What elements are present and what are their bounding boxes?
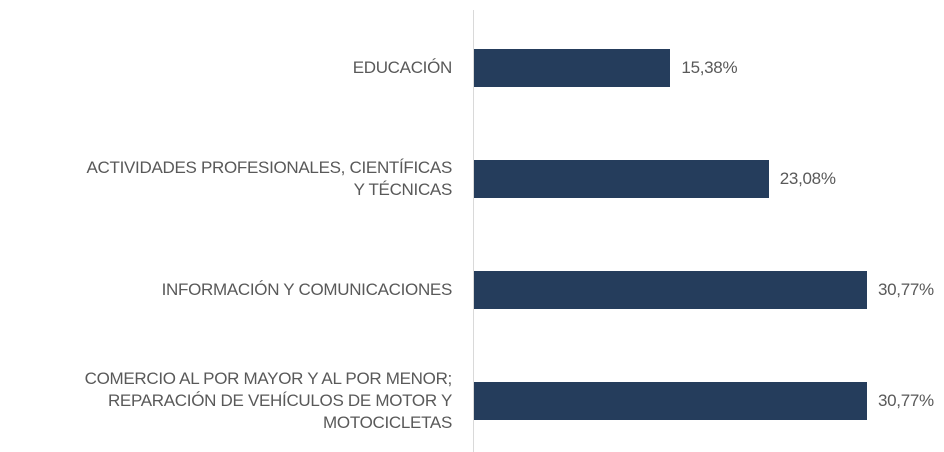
bar [474,159,769,198]
value-label: 23,08% [779,168,836,188]
category-label: EDUCACIÓN [352,57,453,77]
bar [474,270,867,309]
axis-line [473,10,474,452]
category-label: ACTIVIDADES PROFESIONALES, CIENTÍFICAS Y… [86,157,452,199]
value-label: 30,77% [878,390,934,410]
category-label: COMERCIO AL POR MAYOR Y AL POR MENOR; RE… [84,368,453,432]
bar [474,381,867,420]
category-label: INFORMACIÓN Y COMUNICACIONES [161,279,453,299]
value-label: 30,77% [878,279,934,299]
bar [474,48,671,87]
value-label: 15,38% [681,57,738,77]
